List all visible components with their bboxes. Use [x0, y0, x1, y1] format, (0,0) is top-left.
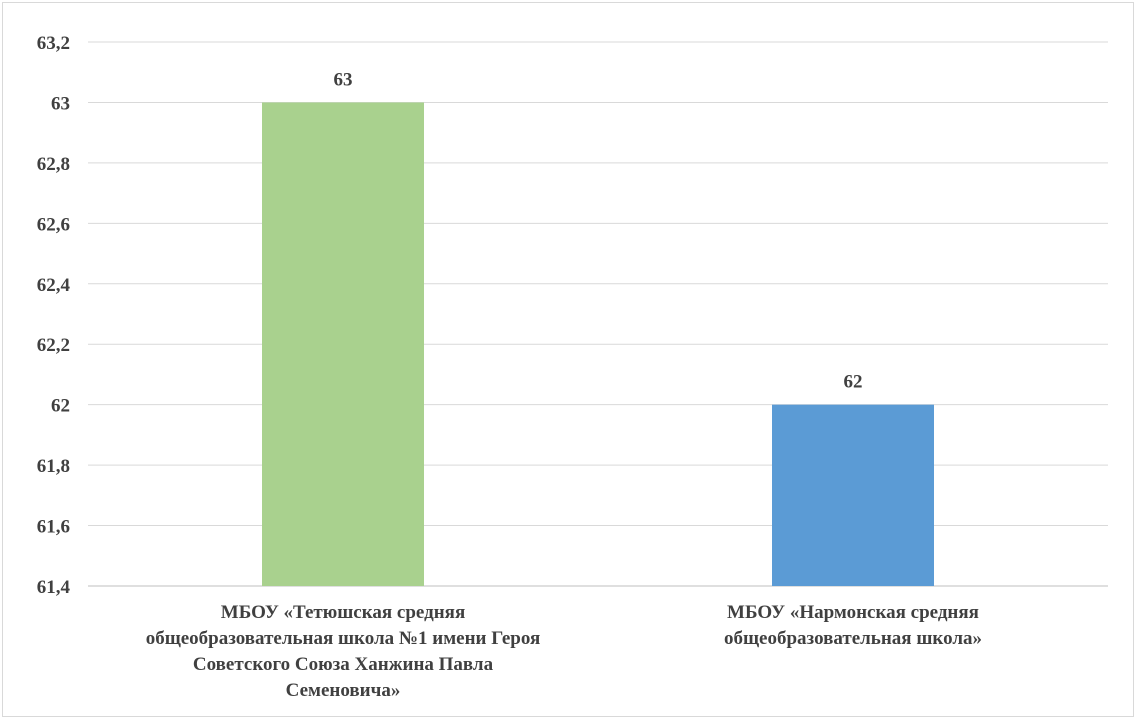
category-labels: МБОУ «Тетюшская средняя общеобразовательн… — [146, 602, 982, 701]
y-tick-label: 62,6 — [37, 214, 70, 235]
y-tick-label: 62 — [51, 396, 70, 417]
y-tick-label: 61,8 — [37, 456, 70, 477]
y-tick-label: 62,8 — [37, 154, 70, 175]
y-tick-label: 63 — [51, 93, 70, 114]
bar — [772, 404, 934, 586]
y-tick-label: 62,2 — [37, 335, 70, 356]
gridlines — [88, 41, 1108, 587]
y-tick-label: 62,4 — [37, 275, 71, 296]
data-label: 62 — [844, 372, 863, 393]
category-label: МБОУ «Тетюшская средняя общеобразовательн… — [146, 602, 541, 701]
data-label: 63 — [334, 69, 353, 90]
bar — [262, 102, 424, 586]
y-axis-tick-labels: 61,4 61,6 61,8 62 62,2 62,4 62,6 62,8 63 63,2 — [37, 33, 71, 598]
category-label: МБОУ «Нармонская средняя общеобразователь… — [724, 602, 982, 649]
y-tick-label: 61,4 — [37, 577, 71, 598]
data-labels: 63 62 — [334, 69, 863, 392]
bars — [262, 102, 934, 586]
y-tick-label: 61,6 — [37, 517, 70, 538]
y-tick-label: 63,2 — [37, 33, 70, 54]
